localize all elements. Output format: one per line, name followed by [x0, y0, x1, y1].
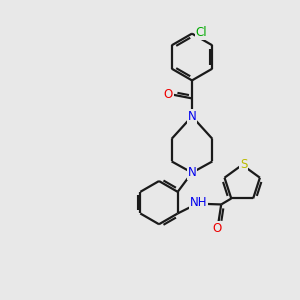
Text: NH: NH — [190, 196, 208, 209]
Text: Cl: Cl — [196, 26, 207, 39]
Text: N: N — [188, 110, 196, 123]
Text: O: O — [212, 222, 221, 235]
Text: S: S — [240, 158, 247, 171]
Text: O: O — [164, 88, 172, 101]
Text: N: N — [188, 166, 196, 179]
